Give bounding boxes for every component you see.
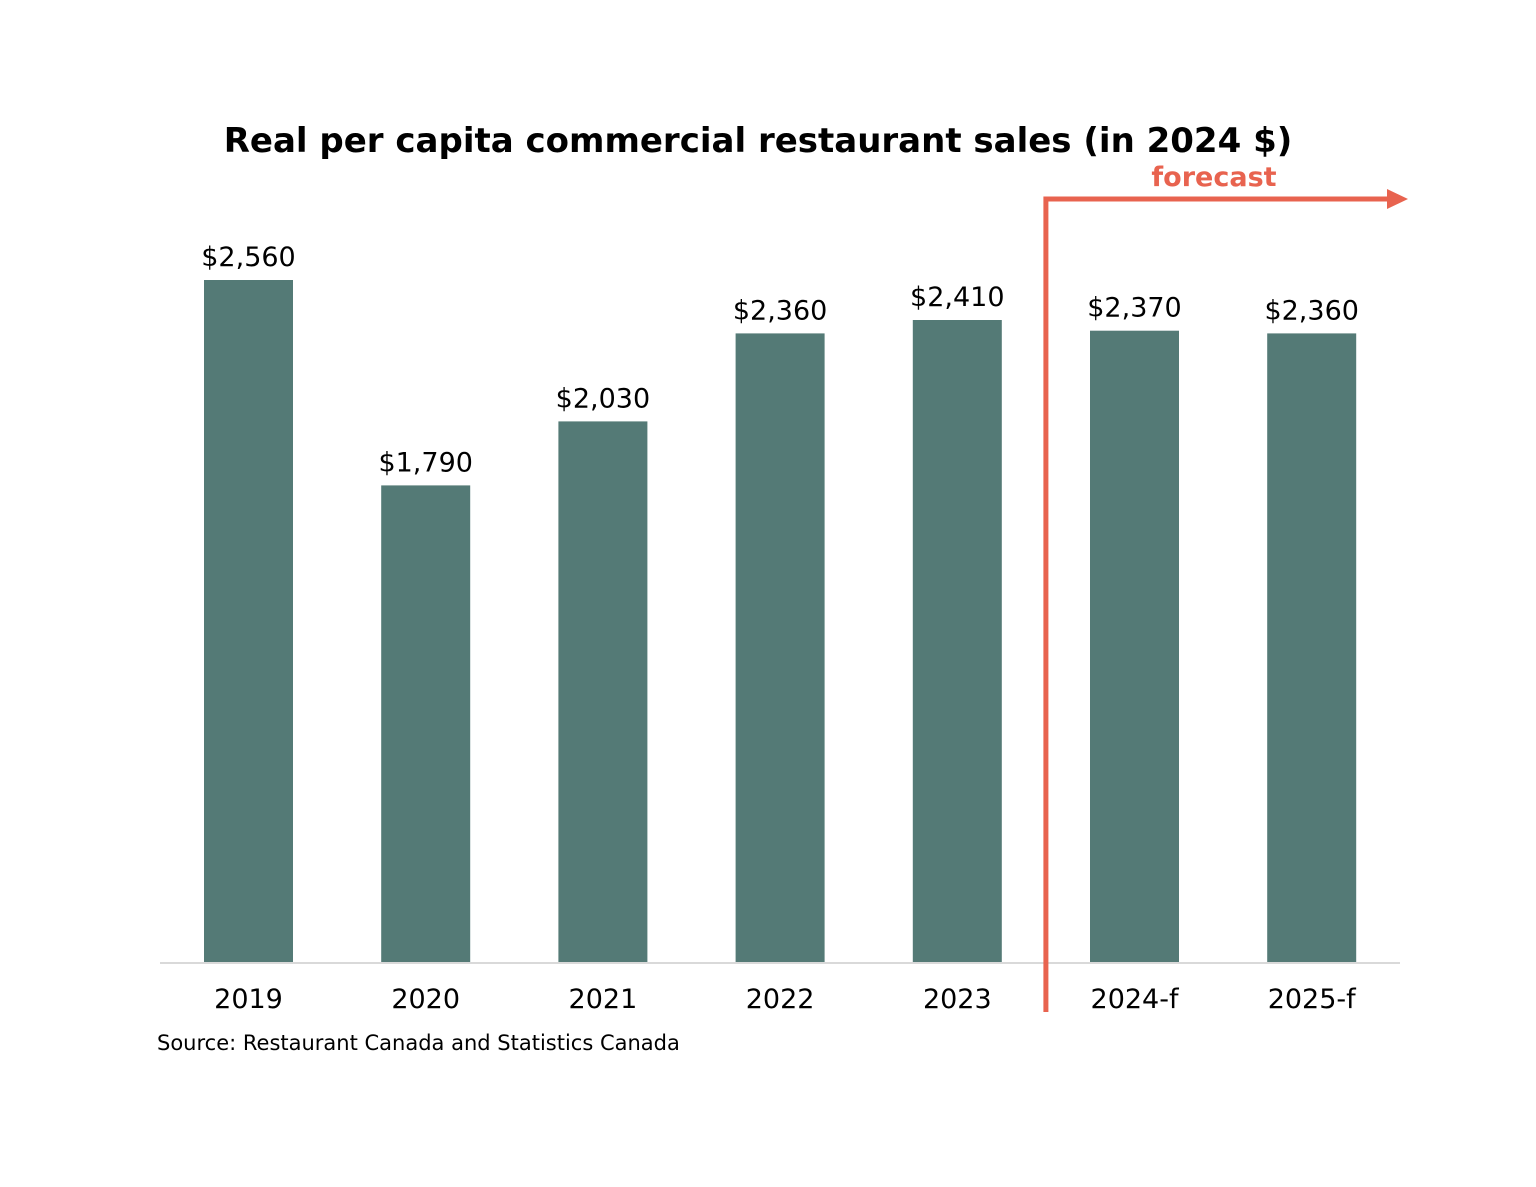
bar-2020: [381, 485, 471, 963]
value-labels-group: $2,560 $1,790 $2,030 $2,360 $2,410 $2,370 $2,3…: [201, 242, 1359, 478]
bar-2025-f: [1267, 333, 1357, 963]
source-note: Source: Restaurant Canada and Statistics…: [157, 1031, 680, 1055]
x-tick-label-2021: 2021: [569, 984, 638, 1015]
bar-2024-f: [1090, 330, 1179, 963]
value-label-2020: $1,790: [378, 447, 472, 478]
bar-2021: [558, 421, 648, 963]
x-tick-label-2025-f: 2025-f: [1268, 984, 1357, 1015]
value-label-2022: $2,360: [733, 295, 827, 326]
bar-2019: [204, 280, 293, 963]
value-label-2023: $2,410: [910, 282, 1004, 313]
forecast-marker: forecast: [1043, 162, 1408, 1012]
forecast-bracket-line: [1043, 196, 1389, 1012]
bar-2022: [735, 333, 825, 963]
value-label-2024-f: $2,370: [1087, 293, 1181, 324]
bars-group: [204, 280, 1357, 963]
value-label-2021: $2,030: [556, 383, 650, 414]
x-tick-label-2024-f: 2024-f: [1091, 984, 1180, 1015]
bar-2023: [912, 320, 1002, 963]
x-tick-label-2020: 2020: [391, 984, 460, 1015]
forecast-label: forecast: [1151, 162, 1276, 193]
x-tick-label-2022: 2022: [746, 984, 815, 1015]
x-tick-label-2019: 2019: [214, 984, 283, 1015]
forecast-arrowhead: [1387, 189, 1408, 209]
chart-title: Real per capita commercial restaurant sa…: [224, 121, 1293, 161]
x-tick-label-2023: 2023: [923, 984, 992, 1015]
tick-labels-group: 2019 2020 2021 2022 2023 2024-f 2025-f: [214, 984, 1357, 1015]
value-label-2025-f: $2,360: [1264, 295, 1358, 326]
value-label-2019: $2,560: [201, 242, 295, 273]
